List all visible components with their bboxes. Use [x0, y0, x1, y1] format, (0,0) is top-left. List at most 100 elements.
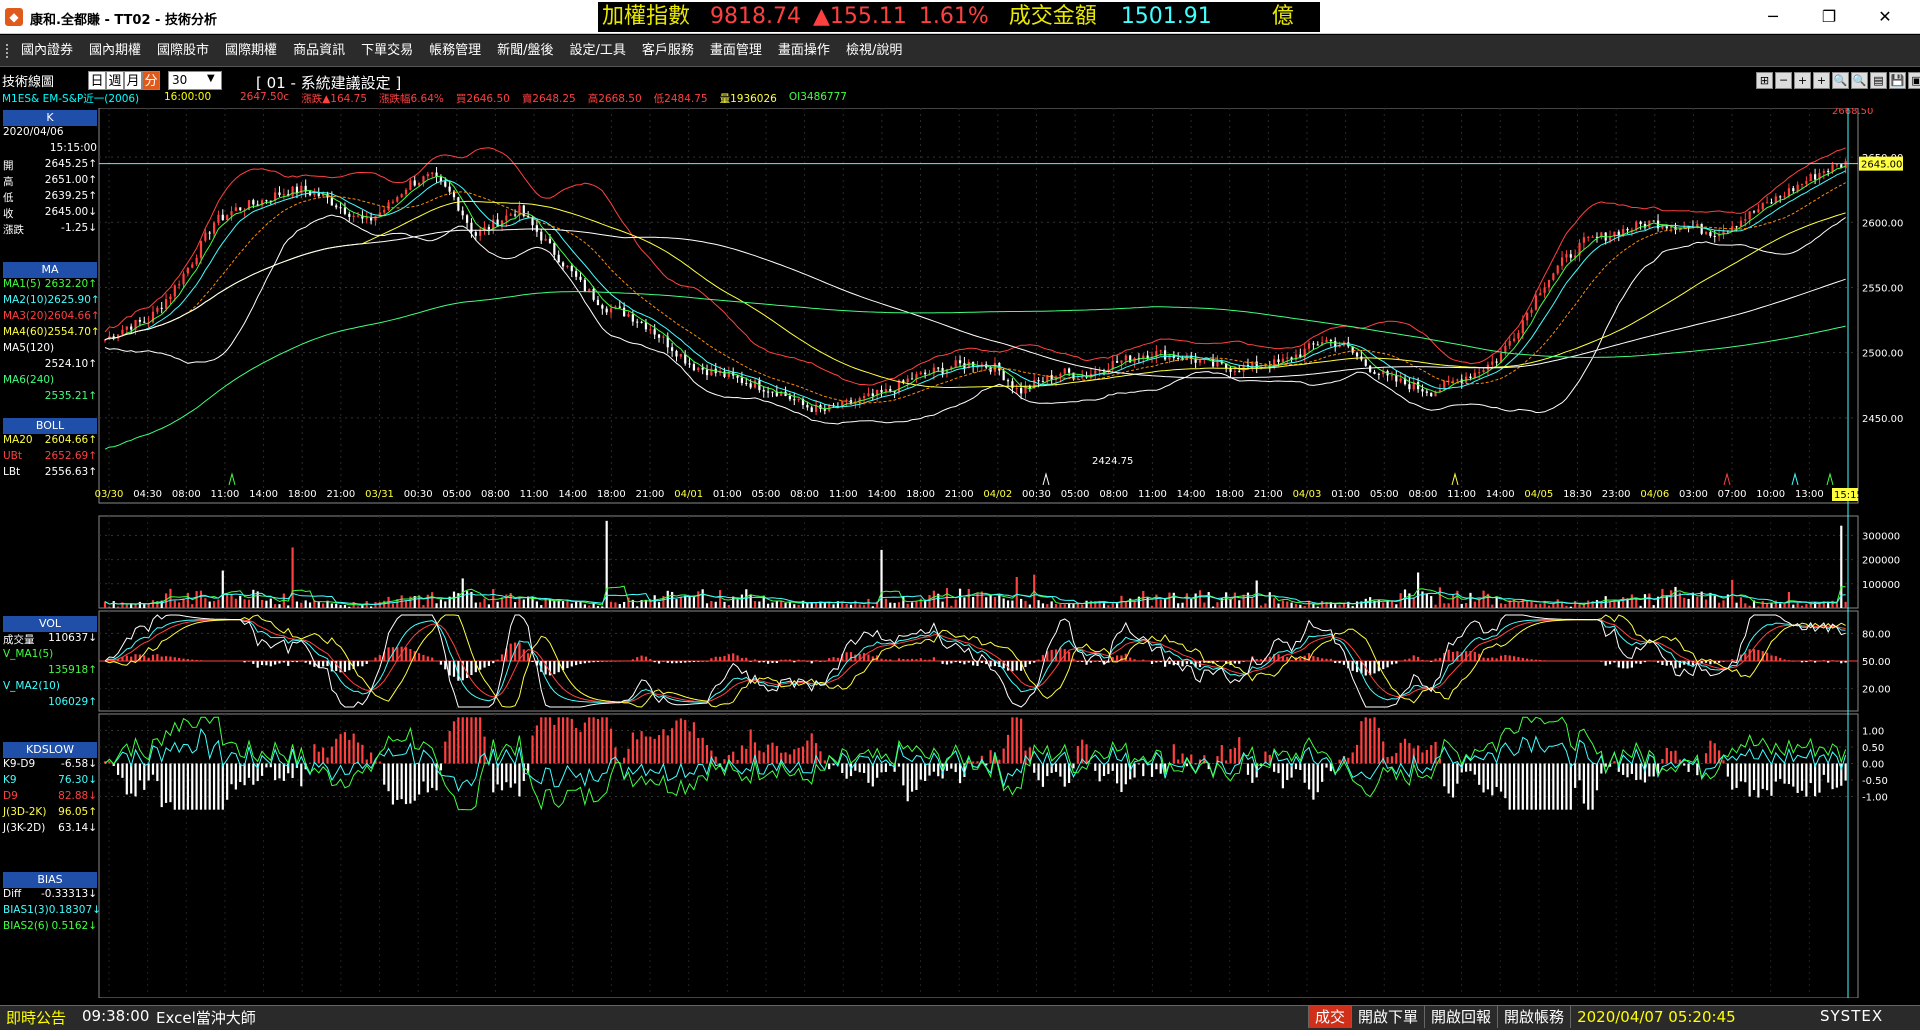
bias-diff-bar: [1377, 727, 1380, 764]
timeframe-week[interactable]: 週: [106, 71, 124, 90]
bias-diff-bar: [592, 717, 595, 764]
volume-bar: [692, 596, 696, 608]
candle-body: [941, 367, 944, 374]
volume-bar: [1674, 586, 1677, 608]
indicator-row: MA3(20) 2604.66↑: [3, 310, 100, 326]
volume-bar: [1800, 605, 1804, 608]
volume-bar: [1251, 598, 1254, 608]
zoom-out-icon[interactable]: 🔍: [1851, 72, 1868, 89]
open-order-button[interactable]: 開啟下單: [1351, 1006, 1424, 1028]
menu-item-intl-stocks[interactable]: 國際股市: [157, 42, 210, 58]
volume-bar: [675, 599, 678, 608]
save-icon[interactable]: 💾: [1889, 72, 1906, 89]
window-icon[interactable]: ▣: [1908, 72, 1920, 89]
kd-diff-bar: [1512, 656, 1516, 661]
candle-body: [326, 193, 329, 198]
volume-bar: [356, 606, 360, 608]
kd-diff-bar: [736, 655, 739, 661]
timeframe-minute[interactable]: 分: [142, 71, 160, 90]
close-button[interactable]: ✕: [1878, 7, 1892, 26]
menu-item-product-info[interactable]: 商品資訊: [293, 42, 346, 58]
candle-body: [618, 306, 621, 308]
add-indicator-icon[interactable]: +: [1813, 72, 1830, 89]
kd-diff-bar: [1709, 661, 1712, 665]
zoom-in-icon[interactable]: 🔍: [1832, 72, 1849, 89]
indicator-value: 2604.66↑: [44, 434, 97, 446]
bias-diff-bar: [234, 763, 237, 790]
volume-bar: [1137, 596, 1141, 608]
settings-preset[interactable]: [ 01 - 系統建議設定 ]: [256, 74, 402, 92]
indicator-label: MA4(60): [3, 326, 48, 338]
menu-item-settings[interactable]: 設定/工具: [569, 42, 626, 58]
menu-item-account[interactable]: 帳務管理: [429, 42, 482, 58]
menu-item-help[interactable]: 檢視/說明: [845, 42, 903, 58]
candle-body: [1190, 355, 1193, 359]
current-price-tag: [1859, 156, 1903, 171]
kd-diff-bar: [1526, 658, 1529, 661]
trade-button[interactable]: 成交: [1308, 1006, 1352, 1028]
candle-body: [1796, 184, 1799, 192]
menu-item-order[interactable]: 下單交易: [361, 42, 414, 58]
chart-area[interactable]: 2650.002600.002550.002500.002450.0003/30…: [0, 108, 1920, 998]
add-icon[interactable]: +: [1794, 72, 1811, 89]
open-account-button[interactable]: 開啟帳務: [1497, 1006, 1570, 1028]
kd-diff-bar: [195, 659, 198, 661]
volume-bar: [116, 606, 120, 608]
menu-item-screen-manage[interactable]: 畫面管理: [709, 42, 762, 58]
volume-bar: [330, 603, 333, 608]
bias-diff-bar: [1041, 763, 1045, 787]
candle-body: [688, 363, 691, 365]
panel-head-k: K: [3, 110, 97, 126]
layout-icon[interactable]: ⊞: [1756, 72, 1773, 89]
candle-body: [143, 321, 146, 323]
volume-bar: [291, 547, 294, 608]
bias-diff-bar: [1731, 763, 1734, 790]
indicator-label: K9-D9: [3, 758, 36, 770]
menu-item-news[interactable]: 新聞/盤後: [497, 42, 554, 58]
kd-diff-bar: [1744, 653, 1747, 661]
d9-line: [104, 619, 1846, 703]
status-message[interactable]: Excel當沖大師: [156, 1009, 256, 1027]
kd-diff-bar: [972, 661, 975, 666]
volume-bar: [1508, 600, 1511, 608]
minimize-button[interactable]: ─: [1768, 7, 1778, 26]
bias-diff-bar: [256, 763, 259, 782]
candle-body: [1020, 387, 1023, 394]
timeframe-month[interactable]: 月: [124, 71, 142, 90]
menu-item-intl-futures[interactable]: 國際期權: [225, 42, 278, 58]
menu-item-domestic-futures[interactable]: 國內期權: [89, 42, 142, 58]
volume-bar: [522, 599, 525, 608]
bias-diff-bar: [1473, 763, 1476, 775]
indicator-row: 漲跌 -1.25↓: [3, 222, 97, 238]
maximize-button[interactable]: ❐: [1821, 7, 1837, 26]
volume-bar: [1595, 600, 1599, 608]
status-notice[interactable]: 即時公告: [6, 1009, 67, 1027]
volume-bar: [1238, 600, 1241, 608]
list-icon[interactable]: ▤: [1870, 72, 1887, 89]
menu-item-domestic-securities[interactable]: 國內證券: [21, 42, 74, 58]
interval-select[interactable]: 30: [168, 71, 222, 90]
kd-diff-bar: [758, 661, 761, 663]
kd-diff-bar: [1687, 661, 1690, 666]
bias-diff-bar: [1120, 763, 1123, 793]
bias-diff-bar: [797, 747, 800, 764]
volume-bar: [1050, 601, 1053, 608]
kd-diff-bar: [461, 661, 464, 681]
candle-body: [1395, 375, 1398, 382]
open-report-button[interactable]: 開啟回報: [1424, 1006, 1497, 1028]
candle-body: [226, 215, 229, 221]
timeframe-day[interactable]: 日: [88, 71, 106, 90]
chevron-down-icon[interactable]: ▼: [207, 73, 215, 84]
menu-item-screen-ops[interactable]: 畫面操作: [777, 42, 830, 58]
kd-diff-bar: [505, 648, 508, 661]
bias-diff-bar: [897, 763, 901, 767]
volume-bar: [1046, 604, 1049, 608]
menu-item-service[interactable]: 客戶服務: [641, 42, 694, 58]
bias-diff-bar: [684, 720, 687, 764]
candle-body: [701, 367, 704, 370]
kd-diff-bar: [1604, 661, 1607, 666]
candle-body: [1643, 224, 1647, 228]
volume-bar: [1578, 604, 1581, 608]
bias-diff-bar: [1508, 763, 1511, 810]
line-icon[interactable]: ─: [1775, 72, 1792, 89]
